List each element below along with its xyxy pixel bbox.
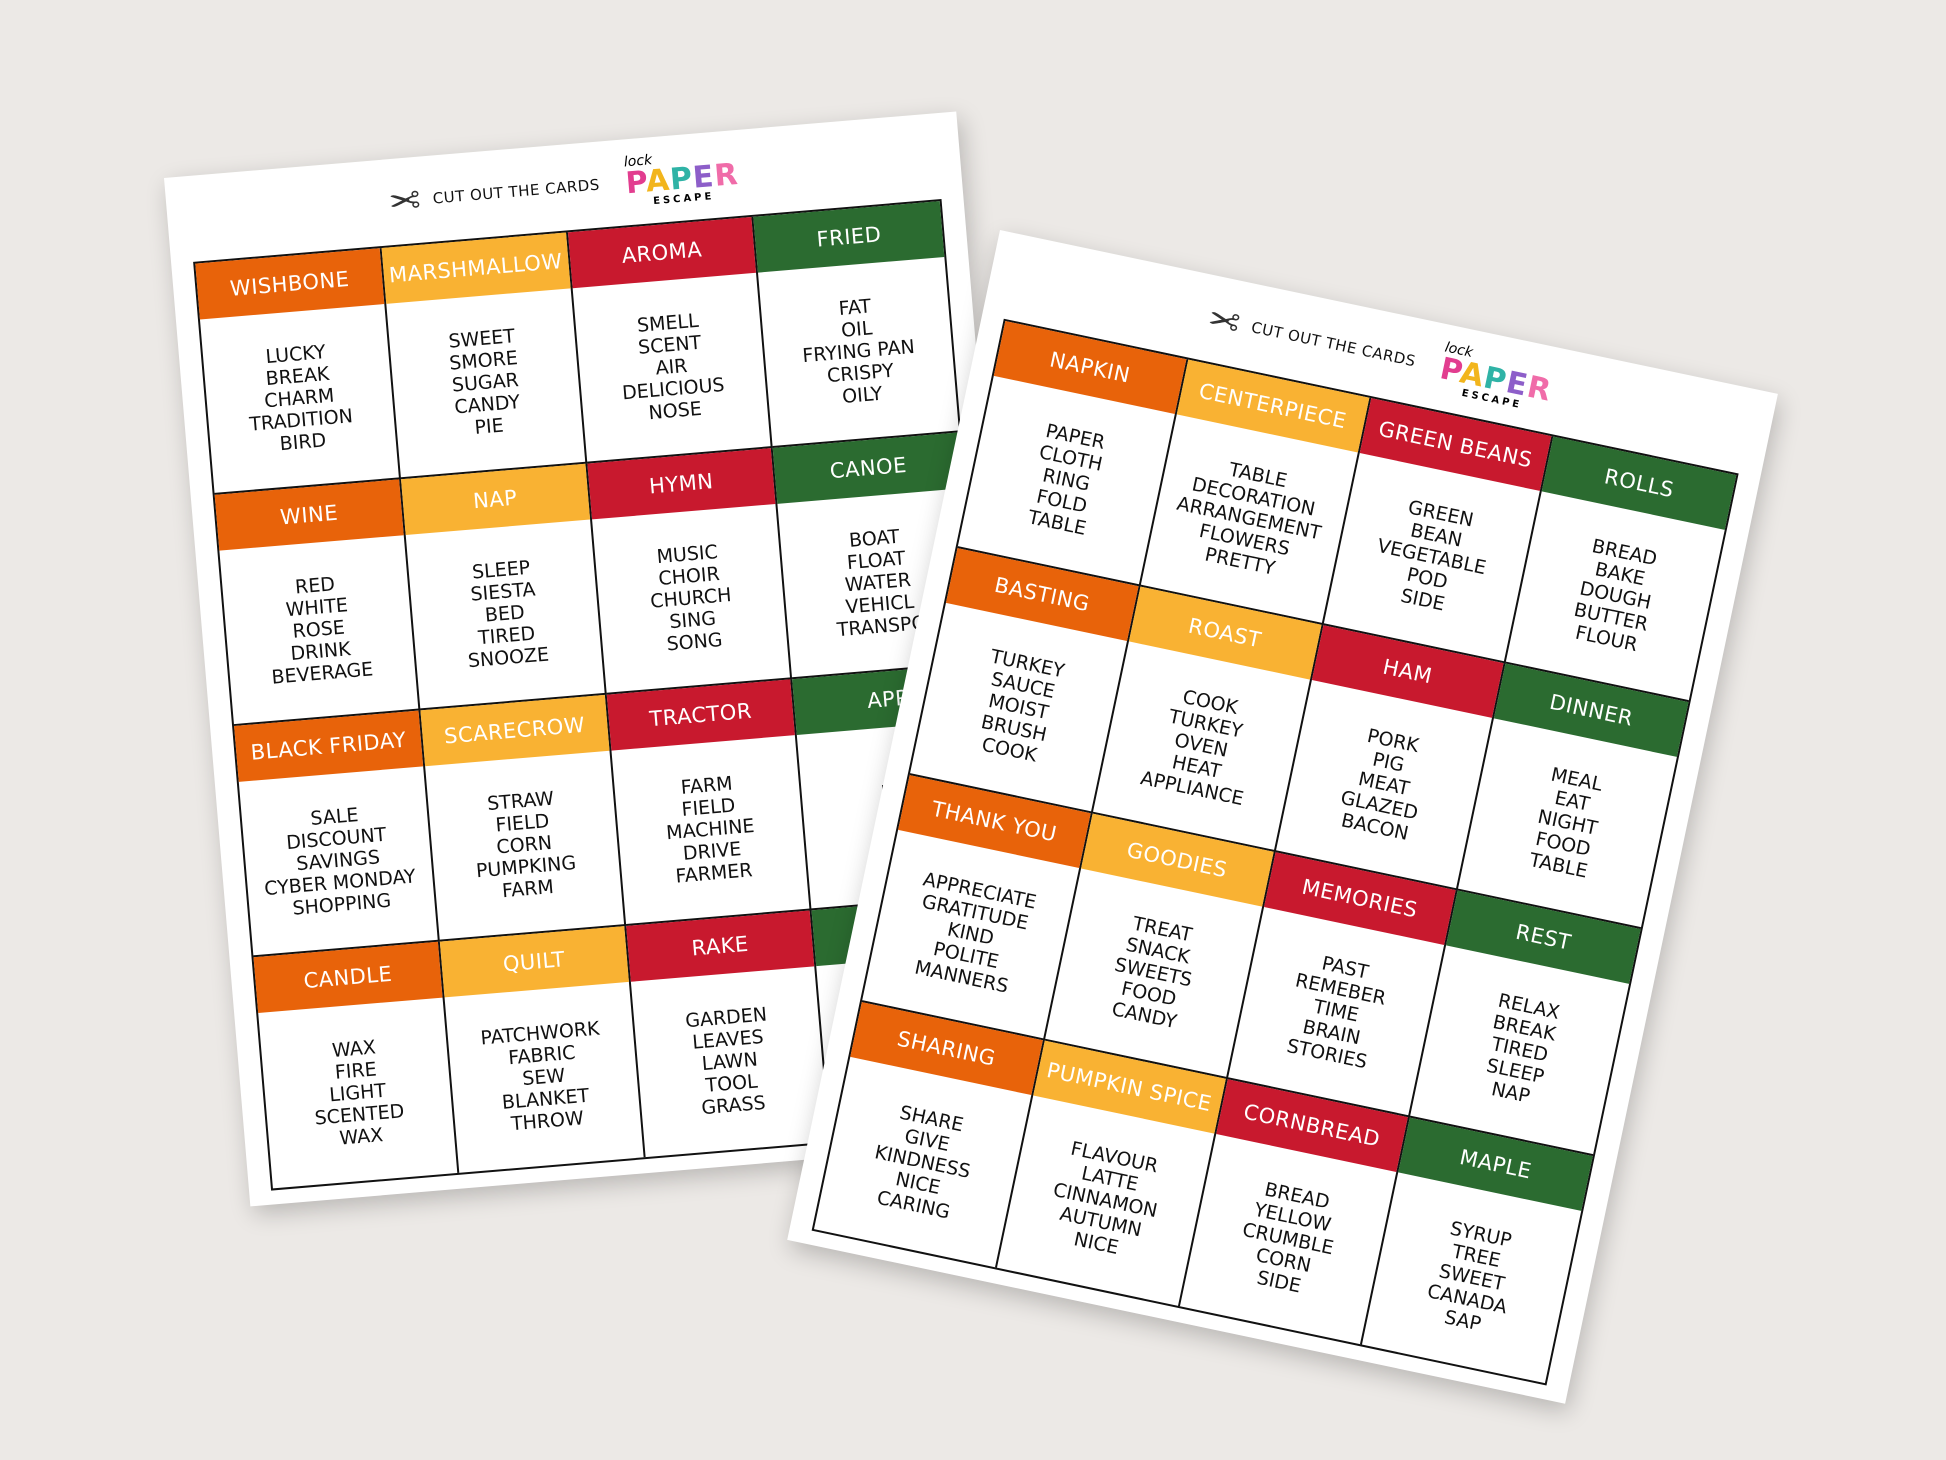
forbidden-word: WAX <box>338 1124 385 1150</box>
forbidden-words: SALE DISCOUNT SAVINGS CYBER MONDAY SHOPPING <box>239 766 438 955</box>
word-card: RAKE GARDEN LEAVES LAWN TOOL GRASS <box>625 910 832 1158</box>
forbidden-word: GRASS <box>700 1091 767 1120</box>
forbidden-words: GREEN BEAN VEGETABLE POD SIDE <box>1323 453 1540 661</box>
forbidden-word: FABRIC <box>507 1041 577 1070</box>
word-card: QUILT PATCHWORK FABRIC SEW BLANKET THROW <box>439 925 646 1173</box>
forbidden-words: TREAT SNACK SWEETS FOOD CANDY <box>1045 868 1262 1076</box>
lock-paper-escape-logo: lock PAPER ESCAPE <box>1436 339 1555 412</box>
word-card: WINE RED WHITE ROSE DRINK BEVERAGE <box>214 479 421 727</box>
forbidden-words: PORK PIG MEAT GLAZED BACON <box>1276 680 1493 888</box>
forbidden-word: OILY <box>841 382 884 408</box>
forbidden-words: SMELL SCENT AIR DELICIOUS NOSE <box>572 273 771 462</box>
forbidden-word: CANDY <box>453 391 521 419</box>
word-card: NAP SLEEP SIESTA BED TIRED SNOOZE <box>400 463 607 711</box>
forbidden-words: APPRECIATE GRATITUDE KIND POLITE MANNERS <box>862 830 1079 1038</box>
forbidden-words: RED WHITE ROSE DRINK BEVERAGE <box>219 535 418 724</box>
forbidden-word: OIL <box>840 317 874 342</box>
forbidden-words: FLAVOUR LATTE CINNAMON AUTUMN NICE <box>997 1095 1214 1305</box>
lock-paper-escape-logo: lock PAPER ESCAPE <box>623 152 740 208</box>
card-grid: NAPKIN PAPER CLOTH RING FOLD TABLE CENTERPIECE… <box>811 318 1739 1386</box>
forbidden-words: COOK TURKEY OVEN HEAT APPLIANCE <box>1093 641 1310 849</box>
forbidden-word: PIE <box>473 414 505 439</box>
forbidden-word: CRISPY <box>826 359 895 388</box>
forbidden-words: FARM FIELD MACHINE DRIVE FARMER <box>611 735 810 924</box>
cut-instruction: CUT OUT THE CARDS <box>1249 318 1418 371</box>
forbidden-words: FAT OIL FRYING PAN CRISPY OILY <box>758 257 959 446</box>
forbidden-word: THROW <box>510 1107 585 1136</box>
forbidden-words: TURKEY SAUCE MOIST BRUSH COOK <box>910 603 1127 811</box>
forbidden-words: TABLE DECORATION ARRANGEMENT FLOWERS PRETTY <box>1141 414 1358 622</box>
scissors-icon: ✂ <box>387 177 423 225</box>
forbidden-word: AIR <box>654 354 689 380</box>
word-card: MARSHMALLOW SWEET SMORE SUGAR CANDY PIE <box>381 232 587 480</box>
word-card: WISHBONE LUCKY BREAK CHARM TRADITION BIRD <box>195 248 401 495</box>
word-card: SCARECROW STRAW FIELD CORN PUMPKING FARM <box>420 694 626 942</box>
word-card: AROMA SMELL SCENT AIR DELICIOUS NOSE <box>567 216 773 464</box>
forbidden-words: PAPER CLOTH RING FOLD TABLE <box>958 376 1175 584</box>
forbidden-words: SWEET SMORE SUGAR CANDY PIE <box>386 288 585 477</box>
forbidden-word: FAT <box>837 295 872 320</box>
forbidden-words: BREAD BAKE DOUGH BUTTER FLOUR <box>1506 491 1725 700</box>
forbidden-words: WAX FIRE LIGHT SCENTED WAX <box>258 998 457 1189</box>
word-card: BLACK FRIDAY SALE DISCOUNT SAVINGS CYBER MON… <box>234 710 440 958</box>
forbidden-words: PATCHWORK FABRIC SEW BLANKET THROW <box>444 982 643 1173</box>
forbidden-words: PAST REMEBER TIME BRAIN STORIES <box>1228 907 1445 1115</box>
forbidden-word: BEVERAGE <box>270 658 375 689</box>
forbidden-words: MEAL EAT NIGHT FOOD TABLE <box>1458 718 1677 927</box>
forbidden-word: SONG <box>665 628 724 656</box>
forbidden-words: SYRUP TREE SWEET CANADA SAP <box>1362 1172 1581 1383</box>
forbidden-words: SHARE GIVE KINDNESS NICE CARING <box>814 1057 1031 1267</box>
cut-instruction: CUT OUT THE CARDS <box>432 175 601 208</box>
forbidden-words: RELAX BREAK TIRED SLEEP NAP <box>1410 945 1629 1154</box>
word-card: HYMN MUSIC CHOIR CHURCH SING SONG <box>586 447 793 695</box>
forbidden-word: FARM <box>501 875 555 903</box>
forbidden-word: NOSE <box>647 397 703 425</box>
scissors-icon: ✂ <box>1204 296 1245 347</box>
word-card: CANDLE WAX FIRE LIGHT SCENTED WAX <box>253 941 460 1189</box>
forbidden-words: MUSIC CHOIR CHURCH SING SONG <box>592 504 791 693</box>
forbidden-words: STRAW FIELD CORN PUMPKING FARM <box>425 751 624 940</box>
forbidden-words: BREAD YELLOW CRUMBLE CORN SIDE <box>1179 1134 1396 1344</box>
forbidden-words: SLEEP SIESTA BED TIRED SNOOZE <box>405 520 604 709</box>
forbidden-word: SCENT <box>637 331 703 359</box>
word-card: FRIED FAT OIL FRYING PAN CRISPY OILY <box>753 201 960 448</box>
forbidden-words: GARDEN LEAVES LAWN TOOL GRASS <box>630 966 829 1157</box>
forbidden-word: SIESTA <box>469 578 537 606</box>
forbidden-words: LUCKY BREAK CHARM TRADITION BIRD <box>200 304 399 493</box>
word-card: TRACTOR FARM FIELD MACHINE DRIVE FARMER <box>606 679 812 926</box>
forbidden-word: BIRD <box>278 429 328 456</box>
